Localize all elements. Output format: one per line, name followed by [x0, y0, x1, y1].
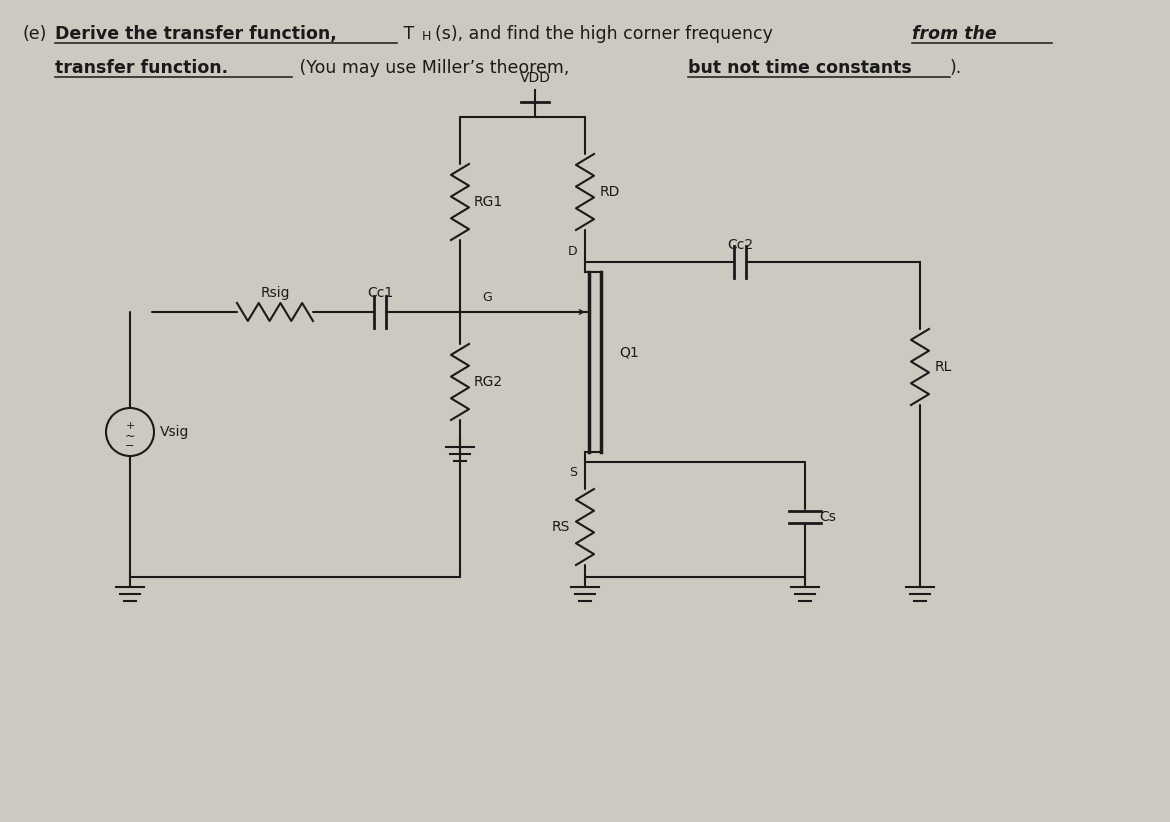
Text: RD: RD — [600, 185, 620, 199]
Text: Cc2: Cc2 — [727, 238, 753, 252]
Text: ~: ~ — [125, 430, 136, 442]
Text: D: D — [567, 245, 577, 258]
Text: VDD: VDD — [519, 71, 551, 85]
Text: RG1: RG1 — [474, 195, 503, 209]
Text: H: H — [422, 30, 432, 43]
Text: G: G — [482, 291, 491, 304]
Text: Derive the transfer function,: Derive the transfer function, — [55, 25, 337, 43]
Text: but not time constants: but not time constants — [688, 59, 911, 77]
Text: ).: ). — [950, 59, 962, 77]
Text: transfer function.: transfer function. — [55, 59, 228, 77]
Text: RG2: RG2 — [474, 375, 503, 389]
Text: RL: RL — [935, 360, 952, 374]
Text: Vsig: Vsig — [160, 425, 190, 439]
Text: from the: from the — [911, 25, 997, 43]
Text: (You may use Miller’s theorem,: (You may use Miller’s theorem, — [294, 59, 574, 77]
Text: Q1: Q1 — [619, 345, 639, 359]
Text: +: + — [125, 421, 135, 431]
Text: −: − — [125, 441, 135, 451]
Text: S: S — [569, 466, 577, 479]
Text: (e): (e) — [22, 25, 47, 43]
Text: (s), and find the high corner frequency: (s), and find the high corner frequency — [435, 25, 778, 43]
Text: RS: RS — [551, 520, 570, 534]
Text: Rsig: Rsig — [260, 286, 290, 300]
Text: Cs: Cs — [819, 510, 835, 524]
Text: Cc1: Cc1 — [367, 286, 393, 300]
Text: T: T — [398, 25, 414, 43]
